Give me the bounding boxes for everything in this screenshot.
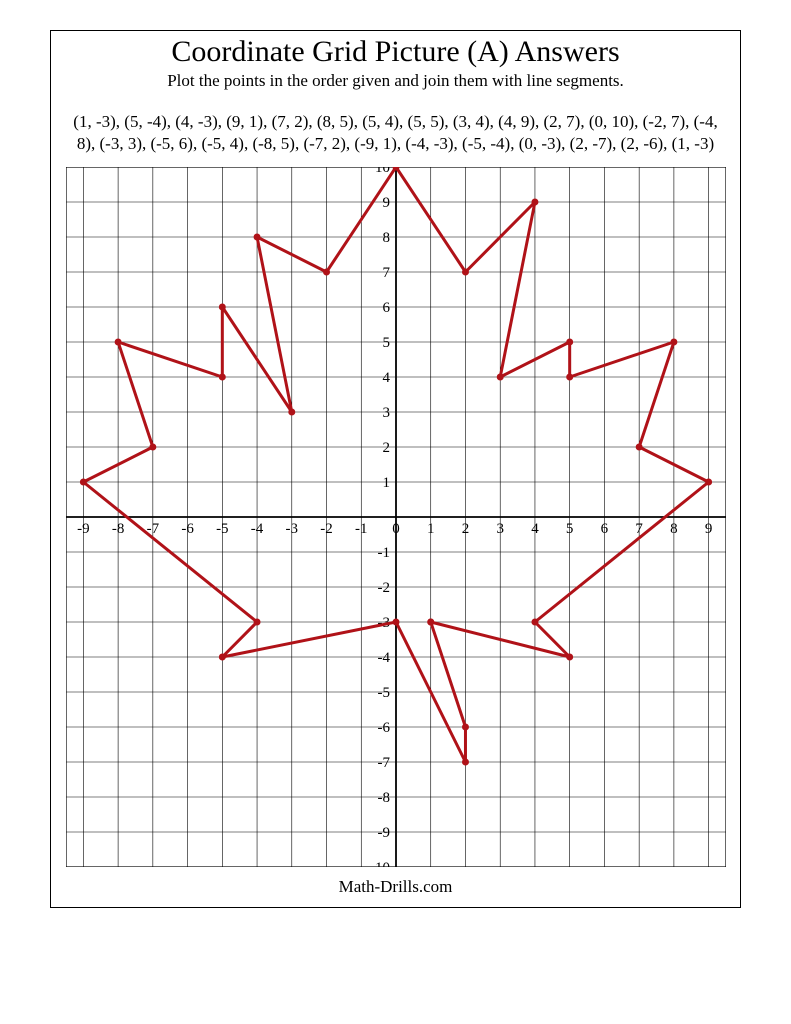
plot-point	[392, 619, 399, 626]
plot-point	[531, 199, 538, 206]
x-tick-label: 8	[670, 521, 678, 537]
worksheet-page: Coordinate Grid Picture (A) Answers Plot…	[0, 0, 791, 1024]
plot-point	[635, 444, 642, 451]
page-subtitle: Plot the points in the order given and j…	[61, 71, 730, 91]
x-tick-label: 9	[704, 521, 712, 537]
plot-point	[253, 234, 260, 241]
plot-point	[705, 479, 712, 486]
plot-point	[253, 619, 260, 626]
plot-point	[323, 269, 330, 276]
plot-point	[566, 374, 573, 381]
plot-point	[566, 654, 573, 661]
plot-point	[149, 444, 156, 451]
x-tick-label: -6	[181, 521, 194, 537]
y-tick-label: -1	[377, 545, 390, 561]
y-tick-label: -5	[377, 685, 390, 701]
points-list: (1, -3), (5, -4), (4, -3), (9, 1), (7, 2…	[61, 111, 730, 155]
y-tick-label: 10	[375, 167, 390, 176]
plot-point	[566, 339, 573, 346]
x-tick-label: 5	[565, 521, 573, 537]
y-tick-label: 2	[382, 440, 390, 456]
plot-point	[461, 724, 468, 731]
plot-point	[288, 409, 295, 416]
y-tick-label: 4	[382, 370, 390, 386]
y-tick-label: 6	[382, 300, 390, 316]
x-tick-label: -9	[77, 521, 90, 537]
y-tick-label: 1	[382, 475, 390, 491]
x-tick-label: 0	[392, 521, 400, 537]
y-tick-label: 9	[382, 195, 390, 211]
x-tick-label: 4	[531, 521, 539, 537]
plot-point	[531, 619, 538, 626]
x-tick-label: -1	[355, 521, 368, 537]
page-footer: Math-Drills.com	[61, 877, 730, 897]
y-tick-label: 3	[382, 405, 390, 421]
content-frame: Coordinate Grid Picture (A) Answers Plot…	[50, 30, 741, 908]
x-tick-label: 2	[461, 521, 469, 537]
plot-point	[461, 269, 468, 276]
y-tick-label: -4	[377, 650, 390, 666]
y-tick-label: 5	[382, 335, 390, 351]
coordinate-grid-chart: -9-8-7-6-5-4-3-2-10123456789-10-9-8-7-6-…	[66, 167, 726, 867]
plot-point	[670, 339, 677, 346]
y-tick-label: 7	[382, 265, 390, 281]
y-tick-label: 8	[382, 230, 390, 246]
y-tick-label: -7	[377, 755, 390, 771]
page-title: Coordinate Grid Picture (A) Answers	[61, 35, 730, 69]
plot-point	[218, 304, 225, 311]
y-tick-label: -9	[377, 825, 390, 841]
y-tick-label: -6	[377, 720, 390, 736]
plot-point	[427, 619, 434, 626]
y-tick-label: -2	[377, 580, 390, 596]
y-tick-label: -10	[370, 860, 390, 867]
plot-point	[218, 654, 225, 661]
x-tick-label: -3	[285, 521, 298, 537]
plot-point	[114, 339, 121, 346]
plot-point	[496, 374, 503, 381]
x-tick-label: -5	[216, 521, 229, 537]
x-tick-label: 6	[600, 521, 608, 537]
x-tick-label: 1	[426, 521, 434, 537]
y-tick-label: -8	[377, 790, 390, 806]
x-tick-label: -8	[111, 521, 124, 537]
plot-point	[79, 479, 86, 486]
plot-point	[461, 759, 468, 766]
x-tick-label: -2	[320, 521, 333, 537]
grid-svg: -9-8-7-6-5-4-3-2-10123456789-10-9-8-7-6-…	[66, 167, 726, 867]
x-tick-label: -4	[250, 521, 263, 537]
x-tick-label: 3	[496, 521, 504, 537]
plot-point	[218, 374, 225, 381]
